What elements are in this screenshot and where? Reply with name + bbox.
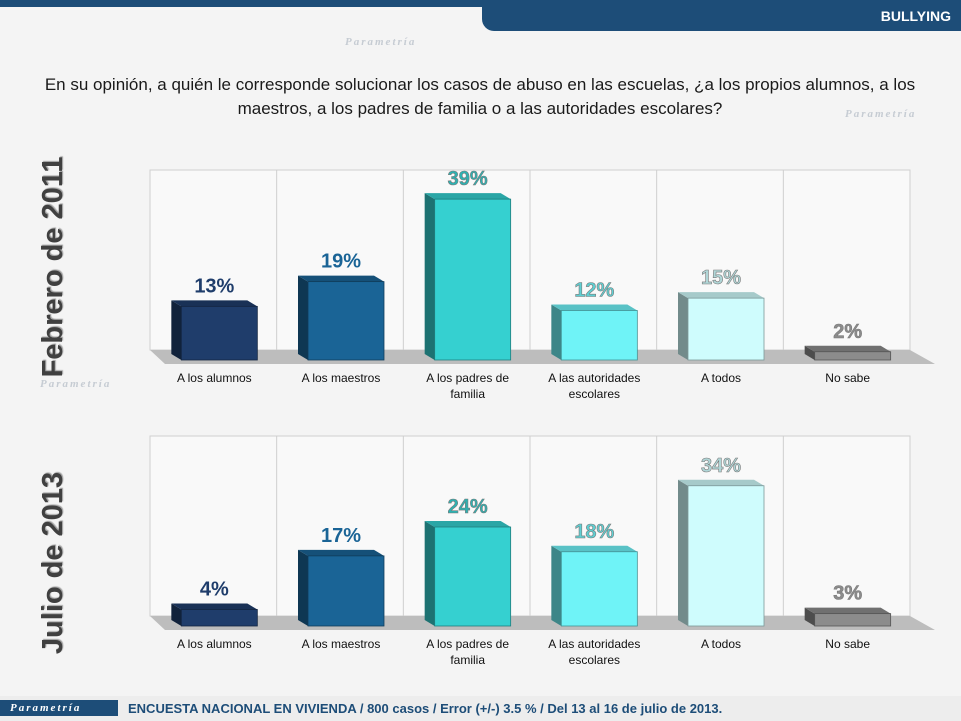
bar-top [678,292,764,299]
data-label: 12% [574,280,614,302]
bar-top [298,275,384,282]
category-label: A los maestros [301,371,381,385]
bar-side [171,300,182,360]
chart-canvas-2011: 13% 19% 39% 12% 15% 2% [149,168,935,364]
data-label: 34% [701,455,741,477]
data-label: 4% [200,579,229,601]
watermark-logo: Parametría [345,36,417,48]
category-label: No sabe [825,637,870,651]
category-label: A las autoridades escolares [548,637,641,667]
bar [814,351,892,361]
category-label: No sabe [825,371,870,385]
bar-side [678,292,688,360]
data-label: 24% [448,496,488,518]
data-label: 39% [448,168,488,190]
bar-top [804,607,891,614]
data-label: 19% [321,251,361,273]
footer-logo: Parametría [0,700,118,716]
bar-chart-2011: 13% 19% 39% 12% 15% 2% A los alumnos A los mae… [140,160,940,420]
bar-top [678,479,764,486]
bar-top [424,521,511,527]
bar-side [298,275,308,360]
bar [180,609,258,627]
watermark-logo: Parametría [845,108,917,120]
bar [307,555,385,627]
bar-side [551,304,562,360]
data-label: 18% [574,521,614,543]
section-tag: BULLYING [482,0,961,31]
category-label: A los maestros [301,637,381,651]
section-label-2013: Julio de 2013 [37,471,69,655]
data-label: 2% [833,321,862,343]
category-label: A los padres de familia [426,637,510,667]
bar-side [678,479,688,626]
data-label: 13% [194,275,234,297]
chart-canvas-2013: 4% 17% 24% 18% 34% 3% [149,435,935,630]
bar-top [804,345,891,352]
bar [434,526,512,627]
bar [434,198,512,361]
bar [687,297,765,361]
bar-top [171,603,258,610]
bar [560,551,638,627]
category-label: A las autoridades escolares [548,371,641,401]
bar-side [551,545,562,626]
survey-question: En su opinión, a quién le corresponde so… [44,75,916,118]
footer-bar: Parametría ENCUESTA NACIONAL EN VIVIENDA… [0,696,961,721]
data-label: 15% [701,267,741,289]
bar-side [804,607,815,626]
data-label: 3% [833,583,862,605]
footer-note: ENCUESTA NACIONAL EN VIVIENDA / 800 caso… [128,701,723,716]
bar-chart-2013: 4% 17% 24% 18% 34% 3% A los alumnos A los maes… [140,426,940,686]
top-bar [0,0,961,7]
bar [560,310,638,361]
category-label: A los alumnos [176,371,252,385]
bar-top [298,549,384,556]
category-label: A todos [700,637,742,651]
watermark-logo: Parametría [40,378,112,390]
category-label: A los padres de familia [426,371,510,401]
bar-top [424,193,511,200]
bar-top [171,300,258,307]
bar-side [298,549,308,626]
data-label: 17% [321,525,361,547]
bar [180,305,258,361]
bar [814,613,892,627]
bar-top [551,304,638,311]
bar [307,281,385,361]
bar-side [804,345,815,360]
bar-top [551,545,638,552]
category-label: A todos [700,371,742,385]
section-label-2011: Febrero de 2011 [37,156,69,378]
bar-side [171,603,182,626]
bar [687,485,765,627]
bar-side [424,193,435,360]
bar-side [424,521,435,626]
category-label: A los alumnos [176,637,252,651]
